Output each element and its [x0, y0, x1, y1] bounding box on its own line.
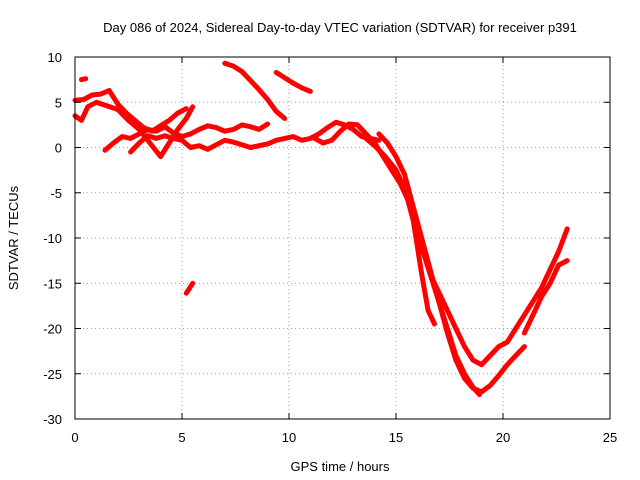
- y-tick-label: -20: [43, 322, 62, 337]
- x-axis-label: GPS time / hours: [291, 459, 390, 474]
- y-tick-label: -15: [43, 276, 62, 291]
- series-line-arc-1: [78, 76, 89, 83]
- chart-title: Day 086 of 2024, Sidereal Day-to-day VTE…: [103, 20, 577, 35]
- series-line-arc-4: [102, 121, 271, 153]
- x-tick-label: 15: [389, 430, 403, 445]
- y-tick-label: -10: [43, 231, 62, 246]
- y-tick-label: 10: [48, 50, 62, 65]
- x-tick-label: 25: [603, 430, 617, 445]
- x-tick-label: 20: [496, 430, 510, 445]
- series-line-arc-2: [72, 88, 189, 134]
- series-line-arc-7: [273, 69, 313, 94]
- series-line-arc-5: [128, 119, 382, 155]
- y-tick-label: 0: [55, 141, 62, 156]
- series-line-arc-11: [376, 131, 527, 395]
- x-tick-label: 10: [282, 430, 296, 445]
- data-series: [72, 60, 570, 398]
- x-axis-ticks: 0 5 10 15 20 25: [71, 57, 617, 445]
- grid-lines: [75, 57, 610, 419]
- y-tick-label: -30: [43, 412, 62, 427]
- y-tick-label: -25: [43, 367, 62, 382]
- y-axis-label: SDTVAR / TECUs: [6, 185, 21, 290]
- series-line-arc-13: [496, 226, 570, 350]
- y-tick-label: 5: [55, 95, 62, 110]
- series-line-arc-8: [183, 280, 196, 296]
- x-tick-label: 0: [71, 430, 78, 445]
- series-line-arc-6: [222, 60, 288, 121]
- series-line-arc-14: [521, 258, 570, 336]
- y-tick-label: -5: [50, 186, 62, 201]
- series-line-arc-12: [406, 190, 437, 327]
- x-tick-label: 5: [178, 430, 185, 445]
- y-axis-ticks: 10 5 0 -5 -10 -15 -20 -25 -30: [43, 50, 610, 427]
